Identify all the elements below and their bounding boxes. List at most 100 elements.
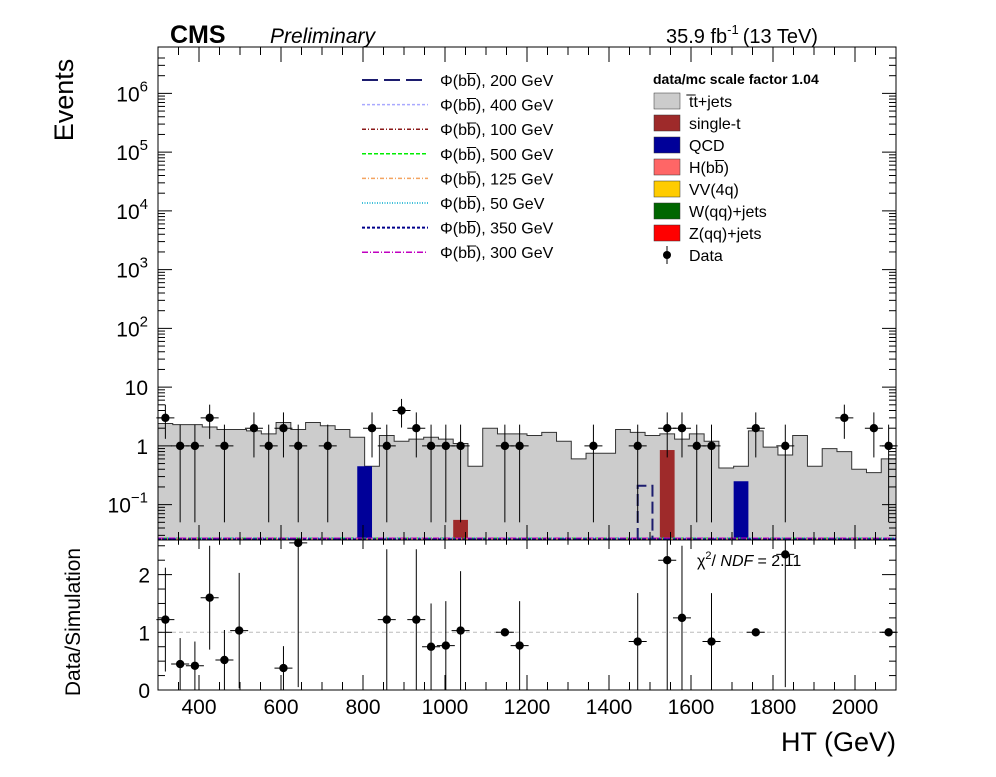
y-tick-label: 10 <box>125 377 148 400</box>
y-tick-exponent: 6 <box>140 78 148 95</box>
legend-swatch <box>653 202 681 220</box>
ratio-point <box>633 637 642 646</box>
y-tick-exponent: 2 <box>140 313 148 330</box>
x-axis-label: HT (GeV) <box>781 727 896 757</box>
legend-background-label: VV(4q) <box>689 182 739 199</box>
ratio-panel: 0 1 2 400 600 800 1000 1200 1400 1600 1800 2000 χ2… <box>62 538 898 757</box>
data-point <box>367 423 377 433</box>
x-tick-label: 1000 <box>422 696 469 719</box>
overlay-bar-qcd <box>357 466 373 540</box>
y-tick-exponent: −1 <box>131 490 148 507</box>
data-point <box>456 441 465 451</box>
chi2-value: = 2.11 <box>757 553 801 570</box>
data-point <box>840 413 849 423</box>
scale-factor-label: data/mc scale factor 1.04 <box>653 71 819 87</box>
data-point <box>781 441 790 451</box>
ratio-point <box>456 626 465 635</box>
lumi-exponent: -1 <box>727 22 739 37</box>
data-point <box>692 441 701 451</box>
overlay-bar-single-t <box>659 450 675 540</box>
y-tick-exponent: 3 <box>140 255 148 272</box>
ratio-y-tick-label: 1 <box>138 622 150 645</box>
legend-signal-label: Φ(bb̅), 500 GeV <box>440 146 554 164</box>
legend-signal-label: Φ(bb̅), 400 GeV <box>440 97 554 115</box>
data-point <box>869 423 879 433</box>
lumi-value: 35.9 fb <box>666 26 727 48</box>
ratio-point <box>220 655 229 665</box>
data-point <box>515 441 524 451</box>
ratio-point <box>190 661 200 670</box>
y-tick-exponent: 5 <box>140 137 148 154</box>
y-tick-label: 105 <box>116 137 148 165</box>
data-point <box>397 406 406 415</box>
legend-background-label: t̅t+jets <box>686 94 732 111</box>
legend-swatch <box>653 92 681 110</box>
y-tick-base: 10 <box>116 318 139 341</box>
y-axis-label-main: Events <box>49 59 79 142</box>
ratio-y-tick-label: 2 <box>138 565 150 588</box>
ratio-point <box>677 613 687 623</box>
chi2-label: χ2/ NDF = 2.11 <box>697 550 801 570</box>
legend-swatch <box>653 136 681 154</box>
x-tick-label: 1800 <box>750 696 797 719</box>
lumi-label: 35.9 fb-1 (13 TeV) <box>666 22 818 48</box>
legend-signal-label: Φ(bb̅), 50 GeV <box>440 195 545 213</box>
legend-signal-label: Φ(bb̅), 200 GeV <box>440 72 554 90</box>
data-point <box>677 423 687 433</box>
ratio-point <box>294 538 303 548</box>
data-point <box>663 423 672 433</box>
ratio-point <box>175 659 185 669</box>
ratio-point <box>205 593 214 602</box>
ttbar-outline <box>158 421 896 474</box>
ratio-point <box>279 663 288 673</box>
ratio-point <box>707 637 716 646</box>
data-point <box>382 441 391 451</box>
data-point <box>412 423 421 433</box>
ratio-point <box>412 615 421 624</box>
ratio-point <box>500 628 510 637</box>
preliminary-label: Preliminary <box>270 25 377 48</box>
y-tick-label: 106 <box>116 78 148 106</box>
x-tick-label: 400 <box>181 696 216 719</box>
overlay-bar-single-t <box>453 519 468 540</box>
x-tick-label: 2000 <box>832 696 879 719</box>
data-point <box>441 441 451 451</box>
x-tick-label: 1400 <box>586 696 633 719</box>
ratio-point <box>382 615 391 624</box>
y-tick-label: 1 <box>136 436 148 459</box>
ratio-point <box>161 615 170 624</box>
y-axis-ticks-ratio: 0 1 2 <box>138 545 896 703</box>
legend-background-label: H(bb̅) <box>689 159 729 177</box>
x-tick-label: 1200 <box>504 696 551 719</box>
ratio-point <box>426 642 436 651</box>
data-point <box>175 441 185 451</box>
legend-swatch <box>653 224 681 242</box>
data-point <box>205 413 214 423</box>
ratio-point <box>234 626 244 635</box>
legend-background-label: QCD <box>689 138 725 155</box>
data-point <box>294 441 303 451</box>
ratio-point <box>751 628 760 637</box>
ratio-point <box>781 550 790 559</box>
x-axis-ticks-main <box>157 47 897 540</box>
data-point <box>220 441 229 451</box>
data-point <box>323 441 332 451</box>
y-axis-label-ratio: Data/Simulation <box>62 548 85 696</box>
data-point <box>589 441 598 451</box>
data-point <box>279 423 288 433</box>
legend-signal: Φ(bb̅), 200 GeV Φ(bb̅), 400 GeV Φ(bb̅), 10… <box>362 72 554 262</box>
x-tick-label: 800 <box>345 696 380 719</box>
x-axis-ticks-ratio: 400 600 800 1000 1200 1400 1600 1800 2000 <box>157 540 897 719</box>
y-tick-base: 10 <box>116 201 139 224</box>
ratio-point <box>663 555 672 565</box>
data-point <box>190 441 200 451</box>
y-tick-label: 104 <box>116 196 148 224</box>
x-tick-label: 1600 <box>668 696 715 719</box>
legend-signal-label: Φ(bb̅), 350 GeV <box>440 220 554 238</box>
legend-swatch <box>653 158 681 176</box>
data-markers <box>156 398 898 523</box>
y-tick-label: 10−1 <box>108 490 148 518</box>
